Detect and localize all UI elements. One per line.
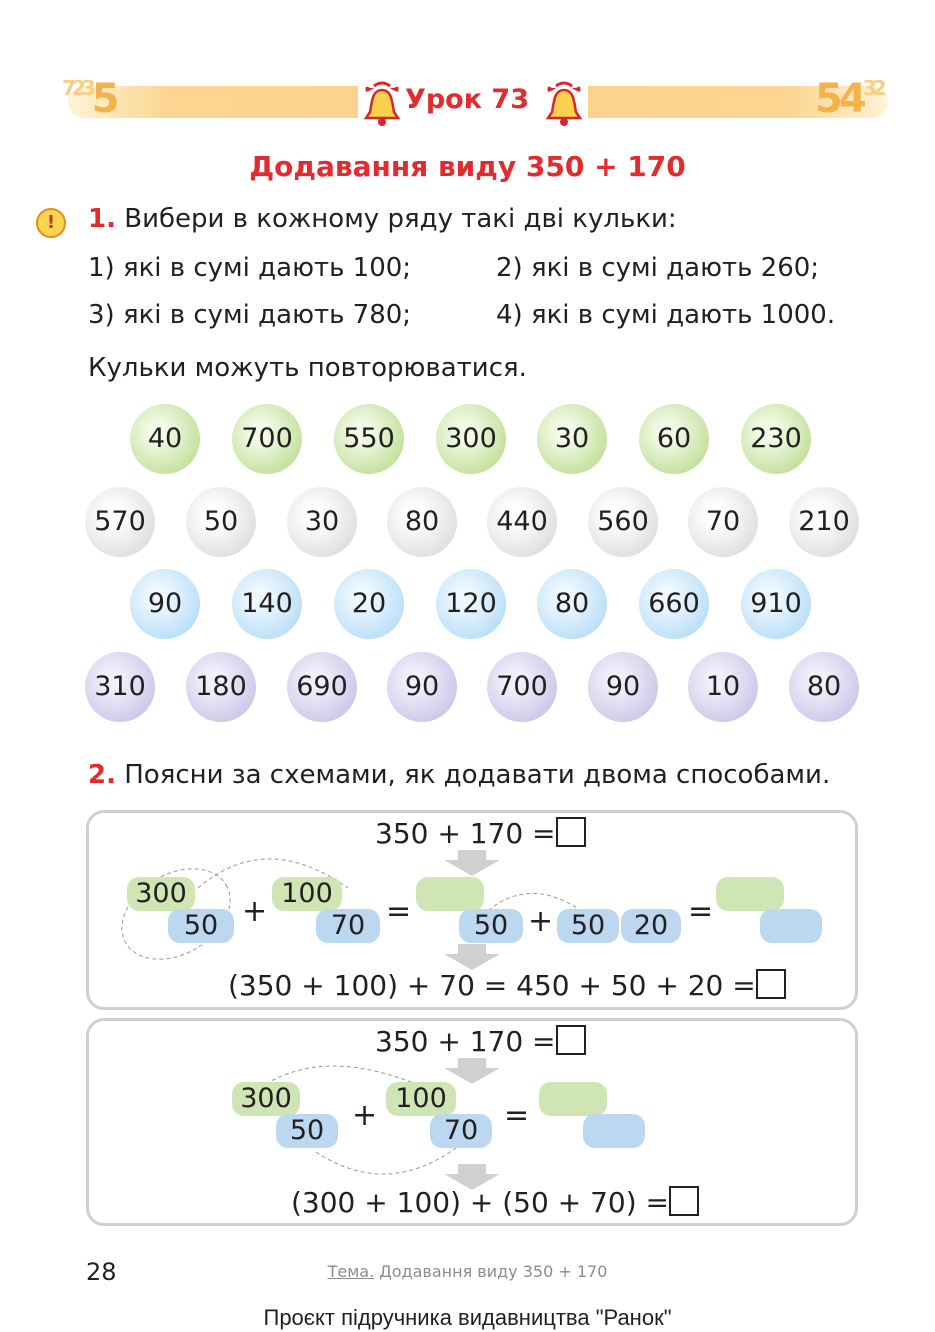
ball[interactable]: 10	[688, 652, 758, 722]
answer-box[interactable]	[669, 1186, 699, 1216]
lesson-title-backdrop	[358, 78, 588, 128]
plus-sign: +	[352, 1098, 378, 1133]
equals-sign: =	[688, 894, 714, 929]
ball[interactable]: 310	[85, 652, 155, 722]
header-left-digits: 7235	[62, 76, 120, 122]
task1-item-3: 3) які в сумі дають 780;	[88, 300, 412, 330]
ball[interactable]: 300	[436, 404, 506, 474]
pill-tens: 70	[316, 909, 380, 943]
ball[interactable]: 80	[387, 487, 457, 557]
bell-icon	[363, 81, 401, 126]
scheme-1-decorations	[121, 850, 587, 970]
footer-project-note: Проєкт підручника видавництва "Ранок"	[263, 1305, 672, 1330]
ball[interactable]: 50	[186, 487, 256, 557]
ball[interactable]: 90	[130, 569, 200, 639]
scheme-2-bottom-equation: (300 + 100) + (50 + 70) =	[291, 1186, 699, 1219]
task1-item-2: 2) які в сумі дають 260;	[496, 253, 820, 283]
ball[interactable]: 30	[537, 404, 607, 474]
ball[interactable]: 80	[789, 652, 859, 722]
bell-icon	[545, 81, 583, 126]
scheme-2-decorations	[265, 1058, 500, 1190]
task1-item-4: 4) які в сумі дають 1000.	[496, 300, 836, 330]
ball[interactable]: 550	[334, 404, 404, 474]
ball[interactable]: 120	[436, 569, 506, 639]
pill-hundreds: 300	[127, 877, 195, 911]
lesson-topic: Додавання виду 350 + 170	[249, 150, 686, 183]
plus-sign: +	[528, 904, 554, 939]
ball[interactable]: 90	[387, 652, 457, 722]
ball[interactable]: 90	[588, 652, 658, 722]
scheme-1-bottom-equation: (350 + 100) + 70 = 450 + 50 + 20 =	[228, 969, 786, 1002]
ball[interactable]: 560	[588, 487, 658, 557]
page-number: 28	[86, 1258, 117, 1286]
pill-hundreds: 300	[232, 1082, 300, 1116]
ball[interactable]: 60	[639, 404, 709, 474]
answer-box[interactable]	[555, 1025, 586, 1055]
pill-empty-tens[interactable]	[583, 1114, 645, 1148]
ball[interactable]: 70	[688, 487, 758, 557]
ball[interactable]: 660	[639, 569, 709, 639]
pill-tens: 50	[168, 909, 234, 943]
answer-box[interactable]	[555, 817, 586, 847]
ball[interactable]: 690	[287, 652, 357, 722]
ball[interactable]: 570	[85, 487, 155, 557]
pill-empty-hundreds[interactable]	[716, 877, 784, 911]
pill-tens: 50	[276, 1114, 338, 1148]
pill-empty-hundreds[interactable]	[539, 1082, 607, 1116]
ball[interactable]: 700	[487, 652, 557, 722]
equals-sign: =	[504, 1098, 530, 1133]
ball[interactable]: 440	[487, 487, 557, 557]
ball[interactable]: 20	[334, 569, 404, 639]
pill-tens: 70	[430, 1114, 492, 1148]
ball[interactable]: 80	[537, 569, 607, 639]
plus-sign: +	[242, 894, 268, 929]
task1-note: Кульки можуть повторюватися.	[88, 353, 527, 383]
ball[interactable]: 30	[287, 487, 357, 557]
task1-statement: 1. Вибери в кожному ряду такі дві кульки…	[88, 204, 677, 234]
pill-empty-hundreds[interactable]	[416, 877, 484, 911]
header-right-digits: 5432	[815, 76, 886, 122]
pill-tens: 20	[621, 909, 681, 943]
answer-box[interactable]	[755, 969, 786, 999]
lesson-title: Урок 73	[405, 84, 529, 115]
ball[interactable]: 140	[232, 569, 302, 639]
pill-hundreds: 100	[272, 877, 342, 911]
pill-tens: 50	[459, 909, 523, 943]
attention-icon: !	[36, 208, 66, 238]
pill-hundreds: 100	[386, 1082, 456, 1116]
pill-tens: 50	[557, 909, 619, 943]
ball[interactable]: 700	[232, 404, 302, 474]
footer-topic: Тема. Додавання виду 350 + 170	[327, 1262, 608, 1281]
task2-statement: 2. Поясни за схемами, як додавати двома …	[88, 760, 831, 790]
ball[interactable]: 230	[741, 404, 811, 474]
ball[interactable]: 910	[741, 569, 811, 639]
pill-empty-tens[interactable]	[760, 909, 822, 943]
scheme-1-top-equation: 350 + 170 =	[375, 817, 586, 850]
ball[interactable]: 40	[130, 404, 200, 474]
equals-sign: =	[386, 894, 412, 929]
ball[interactable]: 180	[186, 652, 256, 722]
ball[interactable]: 210	[789, 487, 859, 557]
scheme-2-top-equation: 350 + 170 =	[375, 1025, 586, 1058]
task1-item-1: 1) які в сумі дають 100;	[88, 253, 412, 283]
